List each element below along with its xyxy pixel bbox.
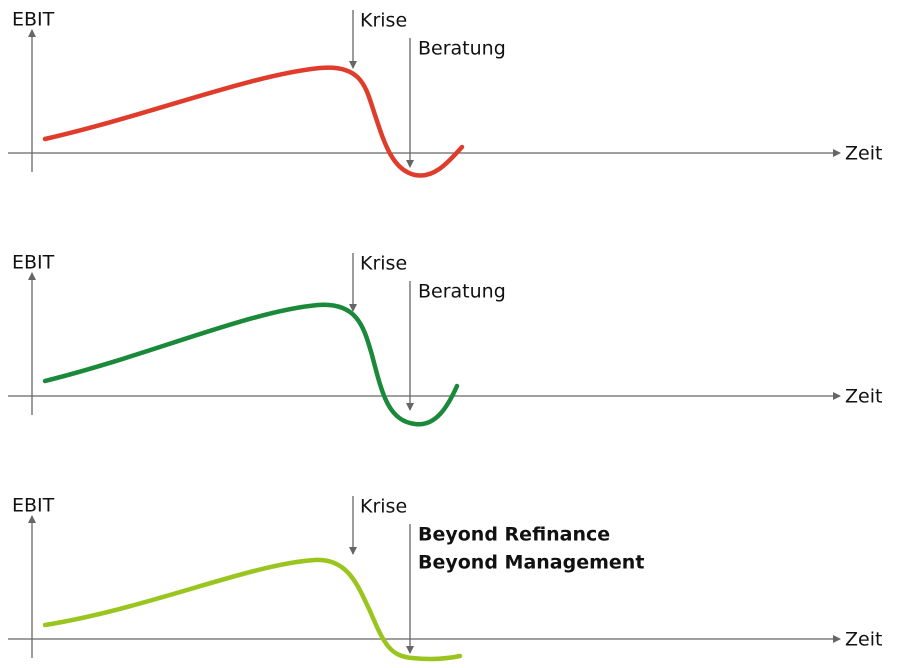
response-label: Beratung: [418, 281, 506, 303]
panel: EBIT Zeit Krise Beratung: [8, 252, 882, 427]
x-axis-label: Zeit: [845, 143, 882, 165]
event-label: Krise: [360, 496, 407, 518]
ebit-curve: [42, 302, 460, 427]
ebit-curve: [42, 557, 463, 662]
panel: EBIT Zeit Krise Beyond Refinance Beyond Mana…: [8, 495, 882, 662]
response-label: Beyond Management: [418, 552, 644, 574]
event-label: Krise: [360, 10, 407, 32]
x-axis-label: Zeit: [845, 386, 882, 408]
response-label: Beratung: [418, 38, 506, 60]
y-axis-label: EBIT: [12, 495, 55, 517]
ebit-curve: [42, 65, 465, 178]
response-label: Beyond Refinance: [418, 524, 610, 546]
panel: EBIT Zeit Krise Beratung: [8, 9, 882, 178]
y-axis-label: EBIT: [12, 252, 55, 274]
event-label: Krise: [360, 253, 407, 275]
x-axis-label: Zeit: [845, 629, 882, 651]
y-axis-label: EBIT: [12, 9, 55, 31]
